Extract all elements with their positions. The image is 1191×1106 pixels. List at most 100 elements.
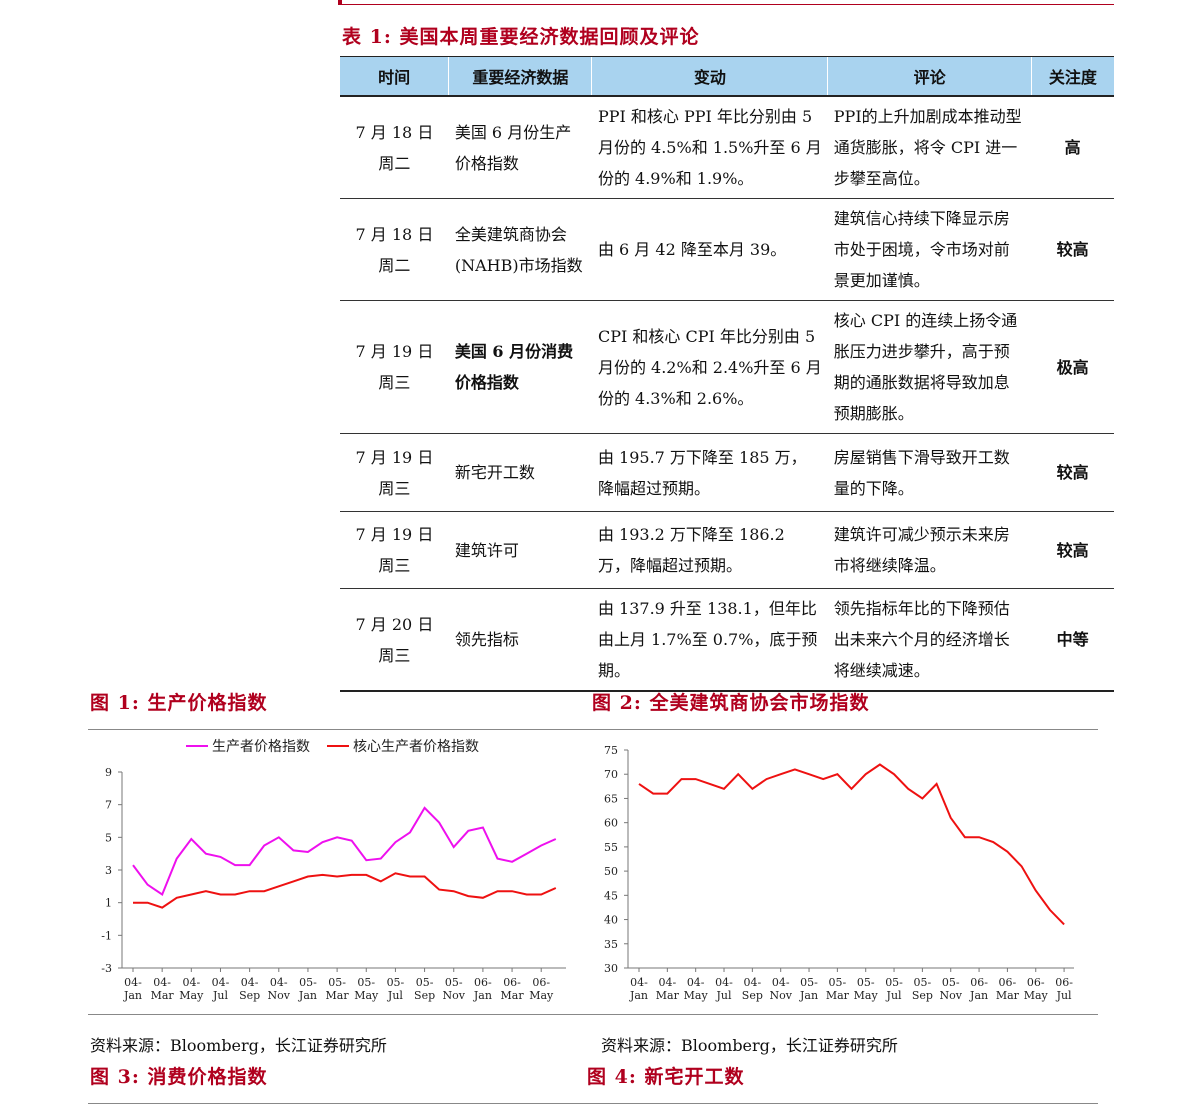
row-change-text: PPI 和核心 PPI 年比分别由 5 月份的 4.5%和 1.5%升至 6 月…	[597, 107, 822, 188]
row-date: 7 月 18 日	[355, 224, 434, 244]
row-weekday: 周二	[378, 153, 411, 173]
row-weekday: 周三	[378, 373, 411, 392]
y-tick-label: 75	[604, 744, 618, 757]
x-tick-label-year: 04-	[687, 976, 705, 989]
row-attention: 高	[1031, 96, 1114, 199]
row-indicator: 全美建筑商协会(NAHB)市场指数	[448, 198, 592, 301]
series-line-1	[133, 872, 557, 909]
figure-2-title: 图 2: 全美建筑商协会市场指数	[592, 692, 870, 714]
row-attention-text: 较高	[1056, 540, 1089, 560]
y-tick-label: 50	[604, 865, 618, 878]
x-tick-label-month: Jul	[387, 989, 403, 1002]
x-tick-label-year: 04-	[270, 976, 288, 989]
x-tick-label-month: Jul	[212, 989, 228, 1002]
x-tick-label-month: Mar	[826, 989, 850, 1002]
y-tick-label: 60	[604, 817, 618, 830]
x-tick-label-month: Jan	[799, 989, 818, 1002]
row-indicator-text: 美国 6 月份消费价格指数	[454, 342, 574, 392]
x-tick-label-year: 05-	[857, 976, 875, 989]
table-row: 7 月 18 日周二 全美建筑商协会(NAHB)市场指数由 6 月 42 降至本月…	[340, 198, 1114, 301]
row-indicator: 美国 6 月份生产价格指数	[448, 96, 592, 199]
row-attention-text: 高	[1064, 138, 1081, 157]
y-tick-label: 5	[105, 831, 112, 844]
table-header-row: 时间 重要经济数据 变动 评论 关注度	[340, 56, 1114, 97]
x-tick-label-year: 05-	[387, 976, 405, 989]
x-tick-label-year: 06-	[1055, 976, 1073, 989]
table-row: 7 月 18 日周二 美国 6 月份生产价格指数 PPI 和核心 PPI 年比分别由…	[340, 96, 1114, 199]
row-comment: 核心 CPI 的连续上扬令通胀压力进步攀升，高于预期的通胀数据将导致加息预期膨胀…	[827, 300, 1032, 434]
table-title: 表 1: 美国本周重要经济数据回顾及评论	[342, 26, 700, 48]
figure-2-source: 资料来源：Bloomberg，长江证券研究所	[601, 1036, 898, 1055]
x-tick-label-month: May	[354, 989, 379, 1002]
x-tick-label-year: 05-	[800, 976, 818, 989]
row-indicator: 建筑许可	[448, 511, 592, 589]
x-tick-label-year: 04-	[153, 976, 171, 989]
y-tick-label: 40	[604, 914, 618, 927]
figure-2-top-rule	[594, 729, 1098, 730]
x-tick-label-month: Jul	[886, 989, 902, 1002]
row-attention: 较高	[1031, 433, 1114, 512]
row-change: PPI 和核心 PPI 年比分别由 5 月份的 4.5%和 1.5%升至 6 月…	[591, 96, 828, 199]
x-tick-label-year: 05-	[914, 976, 932, 989]
y-tick-label: 65	[604, 792, 618, 805]
figure-1-top-rule	[88, 729, 594, 730]
x-tick-label-month: Jan	[969, 989, 988, 1002]
table-row: 7 月 19 日周三 新宅开工数由 195.7 万下降至 185 万，降幅超过预期…	[340, 433, 1114, 512]
x-tick-label-year: 04-	[241, 976, 259, 989]
row-comment: PPI的上升加剧成本推动型通货膨胀，将令 CPI 进一步攀至高位。	[827, 96, 1032, 199]
x-tick-label-month: May	[179, 989, 204, 1002]
row-weekday: 周二	[378, 255, 411, 275]
figure-1-title: 图 1: 生产价格指数	[90, 692, 268, 714]
x-tick-label-month: Mar	[656, 989, 680, 1002]
y-tick-label: 30	[604, 962, 618, 975]
x-tick-label-month: May	[854, 989, 879, 1002]
x-tick-label-year: 06-	[503, 976, 521, 989]
row-comment-text: 领先指标年比的下降预估出未来六个月的经济增长将继续减速。	[833, 599, 1010, 680]
row-change: CPI 和核心 CPI 年比分别由 5 月份的 4.2%和 2.4%升至 6 月…	[591, 300, 828, 434]
x-tick-label-month: Mar	[326, 989, 350, 1002]
x-tick-label-year: 04-	[772, 976, 790, 989]
header-comment: 评论	[827, 56, 1032, 97]
x-tick-label-year: 05-	[942, 976, 960, 989]
y-tick-label: 7	[105, 799, 112, 812]
row-comment: 房屋销售下滑导致开工数量的下降。	[827, 433, 1032, 512]
figure-1-bottom-rule	[88, 1014, 594, 1015]
header-indicator: 重要经济数据	[448, 56, 592, 97]
x-tick-label-month: Sep	[912, 989, 933, 1002]
ppi-line-chart: -3-11357904-Jan04-Mar04-May04-Jul04-Sep0…	[101, 739, 566, 1002]
x-tick-label-year: 06-	[532, 976, 550, 989]
x-tick-label-month: Jan	[473, 989, 492, 1002]
row-change-text: 由 195.7 万下降至 185 万，降幅超过预期。	[597, 447, 807, 498]
x-tick-label-year: 05-	[357, 976, 375, 989]
x-tick-label-month: Sep	[239, 989, 260, 1002]
y-tick-label: 55	[604, 841, 618, 854]
top-accent-mark	[338, 0, 342, 4]
row-time: 7 月 18 日周二	[340, 96, 449, 199]
row-time: 7 月 19 日周三	[340, 300, 449, 434]
row-time: 7 月 19 日周三	[340, 433, 449, 512]
x-tick-label-year: 05-	[299, 976, 317, 989]
x-tick-label-month: Jan	[123, 989, 142, 1002]
x-tick-label-month: May	[529, 989, 554, 1002]
y-tick-label: 35	[604, 938, 618, 951]
series-line-0	[638, 763, 1065, 926]
x-tick-label-year: 04-	[715, 976, 733, 989]
x-tick-label-month: May	[1024, 989, 1049, 1002]
row-indicator-text: 美国 6 月份生产价格指数	[454, 122, 572, 173]
row-indicator-text: 领先指标	[454, 630, 519, 649]
x-tick-label-year: 04-	[182, 976, 200, 989]
x-tick-label-year: 05-	[328, 976, 346, 989]
row-indicator-text: 建筑许可	[454, 540, 519, 560]
top-rule	[338, 0, 1114, 5]
x-tick-label-month: Mar	[151, 989, 175, 1002]
figure-3-title: 图 3: 消费价格指数	[90, 1066, 268, 1088]
row-comment-text: PPI的上升加剧成本推动型通货膨胀，将令 CPI 进一步攀至高位。	[833, 107, 1022, 188]
row-attention-text: 极高	[1056, 357, 1089, 377]
row-time: 7 月 20 日周三	[340, 588, 449, 692]
y-tick-label: 45	[604, 889, 618, 902]
row-attention-text: 较高	[1056, 463, 1089, 482]
x-tick-label-year: 05-	[445, 976, 463, 989]
figure-1-source: 资料来源：Bloomberg，长江证券研究所	[90, 1036, 387, 1055]
row-date: 7 月 19 日	[355, 342, 434, 361]
x-tick-label-month: Nov	[268, 989, 291, 1002]
